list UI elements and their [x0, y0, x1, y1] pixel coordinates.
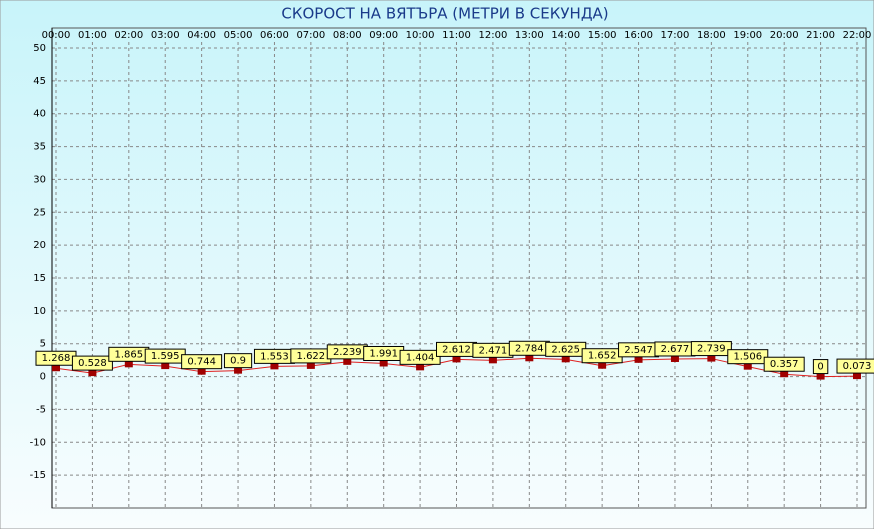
value-label-box [690, 341, 732, 357]
value-label: 1.268 [42, 353, 71, 364]
x-tick-label: 07:00 [296, 30, 325, 41]
value-label: 2.784 [515, 343, 544, 354]
y-tick-label: -5 [36, 404, 46, 415]
x-tick-label: 05:00 [224, 30, 253, 41]
y-tick-label: 10 [33, 306, 46, 317]
y-tick-label: -15 [30, 470, 46, 481]
x-tick-label: 00:00 [42, 30, 71, 41]
value-label-box [836, 358, 874, 374]
marker [598, 362, 607, 369]
x-tick-label: 19:00 [733, 30, 762, 41]
y-tick-label: 25 [33, 207, 46, 218]
marker [343, 358, 352, 365]
value-label: 2.625 [551, 344, 580, 355]
x-tick-label: 10:00 [406, 30, 435, 41]
marker [452, 356, 461, 363]
marker [52, 365, 60, 372]
value-label-box [223, 353, 253, 369]
marker [743, 363, 752, 370]
marker [853, 373, 861, 380]
marker [88, 370, 97, 377]
chart-title: СКОРОСТ НА ВЯТЪРА (МЕТРИ В СЕКУНДА) [281, 5, 608, 23]
value-label: 0.073 [843, 361, 872, 372]
x-tick-label: 01:00 [78, 30, 107, 41]
x-tick-label: 03:00 [151, 30, 180, 41]
value-label: 0.528 [78, 358, 107, 369]
value-label: 2.471 [479, 345, 508, 356]
y-tick-label: 5 [40, 339, 46, 350]
marker [416, 364, 425, 371]
y-tick-label: 45 [33, 76, 46, 87]
value-label: 1.622 [297, 351, 326, 362]
y-tick-label: 15 [33, 273, 46, 284]
value-label: 2.612 [442, 344, 471, 355]
value-label-box [727, 349, 769, 365]
value-label: 2.547 [624, 345, 653, 356]
y-tick-label: -10 [30, 437, 46, 448]
marker [561, 356, 570, 363]
x-tick-label: 20:00 [770, 30, 799, 41]
value-label: 0 [817, 362, 823, 373]
x-tick-label: 12:00 [478, 30, 507, 41]
value-label-box [763, 356, 805, 372]
x-tick-label: 11:00 [442, 30, 471, 41]
y-tick-label: 0 [40, 372, 46, 383]
y-tick-label: 35 [33, 142, 46, 153]
marker [379, 360, 388, 367]
value-label: 1.652 [588, 351, 617, 362]
x-tick-label: 18:00 [697, 30, 726, 41]
x-tick-label: 14:00 [551, 30, 580, 41]
value-label: 2.677 [661, 344, 690, 355]
x-tick-label: 04:00 [187, 30, 216, 41]
x-tick-label: 08:00 [333, 30, 362, 41]
x-tick-label: 15:00 [588, 30, 617, 41]
x-tick-label: 09:00 [369, 30, 398, 41]
x-tick-label: 16:00 [624, 30, 653, 41]
value-label: 1.865 [114, 349, 143, 360]
marker [780, 371, 789, 378]
marker [161, 363, 170, 370]
marker [525, 355, 534, 362]
value-label: 0.9 [230, 356, 246, 367]
marker [306, 362, 315, 369]
y-tick-label: 50 [33, 43, 46, 54]
value-label: 1.991 [369, 348, 398, 359]
value-label-box [181, 354, 223, 370]
y-tick-label: 30 [33, 174, 46, 185]
marker [816, 373, 825, 380]
marker [707, 355, 716, 362]
value-label-box [812, 359, 829, 375]
value-label: 1.506 [733, 352, 762, 363]
value-label-box [399, 349, 441, 365]
value-label-box [71, 355, 113, 371]
value-label: 1.553 [260, 351, 289, 362]
marker [488, 357, 497, 364]
x-tick-label: 02:00 [114, 30, 143, 41]
marker [670, 355, 679, 362]
y-tick-label: 40 [33, 109, 46, 120]
x-tick-label: 17:00 [661, 30, 690, 41]
marker [634, 356, 643, 363]
marker [197, 368, 206, 375]
marker [234, 367, 243, 374]
value-label: 0.744 [187, 357, 216, 368]
y-tick-label: 20 [33, 240, 46, 251]
value-label: 2.739 [697, 344, 726, 355]
x-tick-label: 13:00 [515, 30, 544, 41]
value-label: 1.595 [151, 351, 180, 362]
marker [124, 361, 133, 368]
x-tick-label: 21:00 [806, 30, 835, 41]
value-label: 2.239 [333, 347, 362, 358]
marker [270, 363, 279, 370]
value-label: 1.404 [406, 352, 435, 363]
value-label: 0.357 [770, 359, 799, 370]
x-tick-label: 22:00 [843, 30, 872, 41]
x-tick-label: 06:00 [260, 30, 289, 41]
